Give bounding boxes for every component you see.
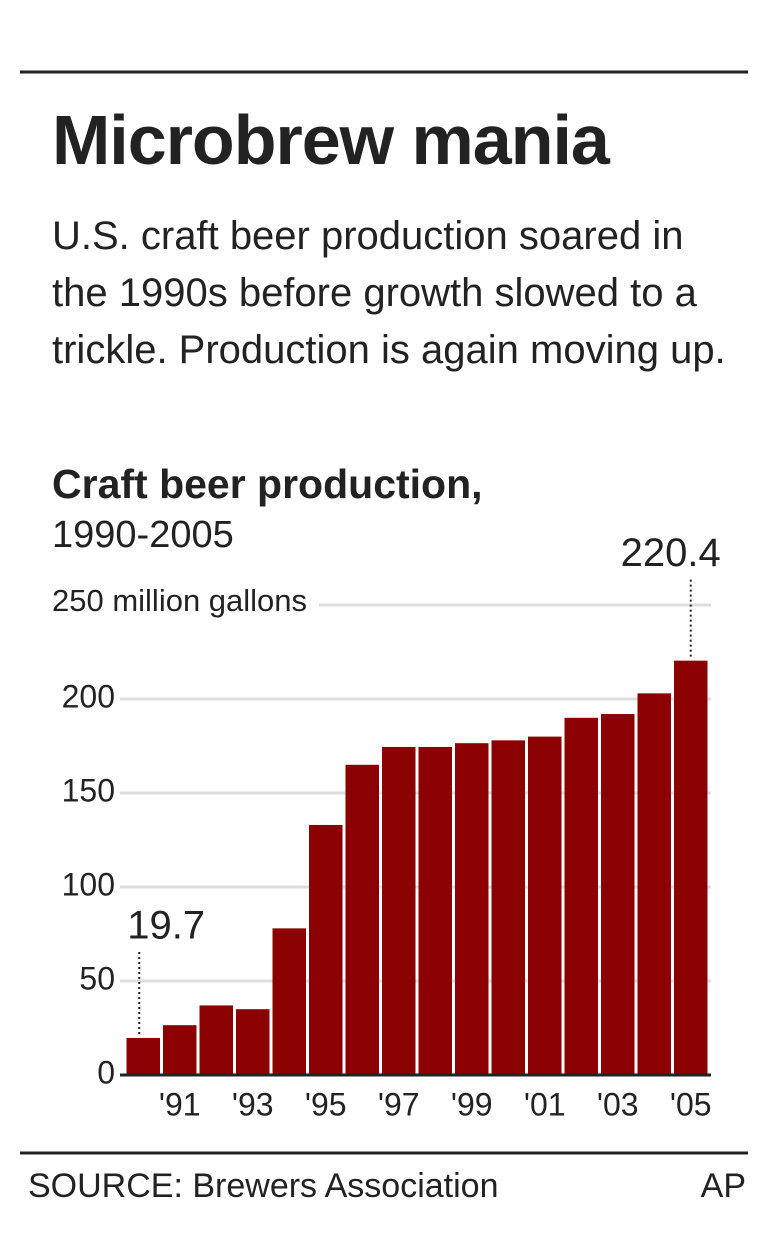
bar <box>163 1025 197 1075</box>
bar <box>455 743 489 1075</box>
source: SOURCE: Brewers Association <box>28 1167 499 1205</box>
bar <box>601 714 635 1075</box>
x-tick-label: '91 <box>159 1086 201 1122</box>
bar <box>418 746 452 1075</box>
x-tick-label: '03 <box>597 1086 639 1122</box>
bar <box>272 928 306 1075</box>
data-label: 19.7 <box>127 904 205 948</box>
x-tick-label: '05 <box>670 1086 712 1122</box>
bar <box>309 824 343 1075</box>
bar <box>345 764 379 1075</box>
x-tick-label: '95 <box>305 1086 347 1122</box>
bar <box>637 693 671 1075</box>
bar <box>382 746 416 1075</box>
subtitle: U.S. craft beer production soared in the… <box>52 214 726 372</box>
y-tick-label: 150 <box>62 772 115 808</box>
x-tick-label: '99 <box>451 1086 493 1122</box>
y-tick-label: 50 <box>79 960 115 996</box>
x-tick-label: '97 <box>378 1086 420 1122</box>
title: Microbrew mania <box>52 101 610 179</box>
bar <box>199 1005 233 1075</box>
bar <box>564 717 598 1075</box>
y-tick-label: 100 <box>62 866 115 902</box>
credit: AP <box>701 1167 746 1205</box>
y-tick-label: 0 <box>97 1054 115 1090</box>
bar <box>674 660 708 1075</box>
x-tick-label: '01 <box>524 1086 566 1122</box>
chart-subtitle: 1990-2005 <box>52 514 234 556</box>
bar <box>236 1009 270 1075</box>
data-label: 220.4 <box>621 531 721 575</box>
y-tick-label: 200 <box>62 678 115 714</box>
chart-title: Craft beer production, <box>52 461 483 507</box>
bar <box>491 740 525 1075</box>
bar <box>528 736 562 1075</box>
y-tick-label: 250 million gallons <box>52 583 307 618</box>
x-tick-label: '93 <box>232 1086 274 1122</box>
bar <box>126 1037 160 1075</box>
